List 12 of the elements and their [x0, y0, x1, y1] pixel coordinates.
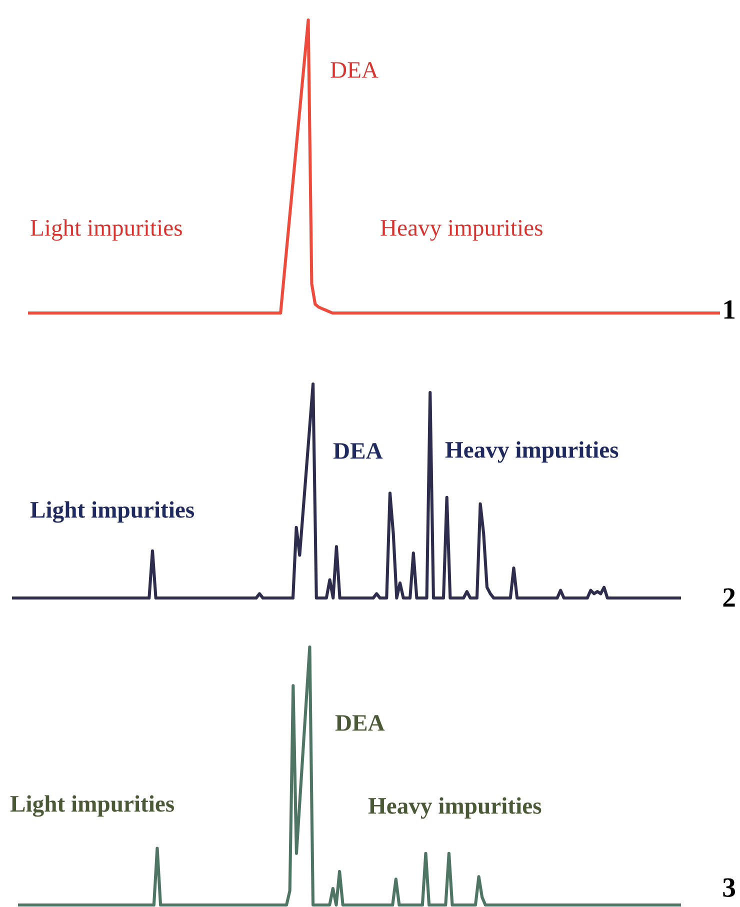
- text: 3: [723, 878, 736, 897]
- annotation: DEA: [330, 62, 378, 78]
- annotation: Heavy impurities: [368, 797, 542, 819]
- annotation: Light impurities: [30, 501, 194, 523]
- annotation: Heavy impurities: [380, 220, 542, 241]
- annotation: DEA: [335, 715, 385, 731]
- annotation: Heavy impurities: [445, 441, 618, 463]
- annotation: DEA: [333, 443, 383, 459]
- text: 2: [723, 588, 735, 607]
- annotation: Light impurities: [30, 219, 182, 241]
- text: 1: [724, 300, 735, 319]
- annotation: Light impurities: [10, 795, 174, 817]
